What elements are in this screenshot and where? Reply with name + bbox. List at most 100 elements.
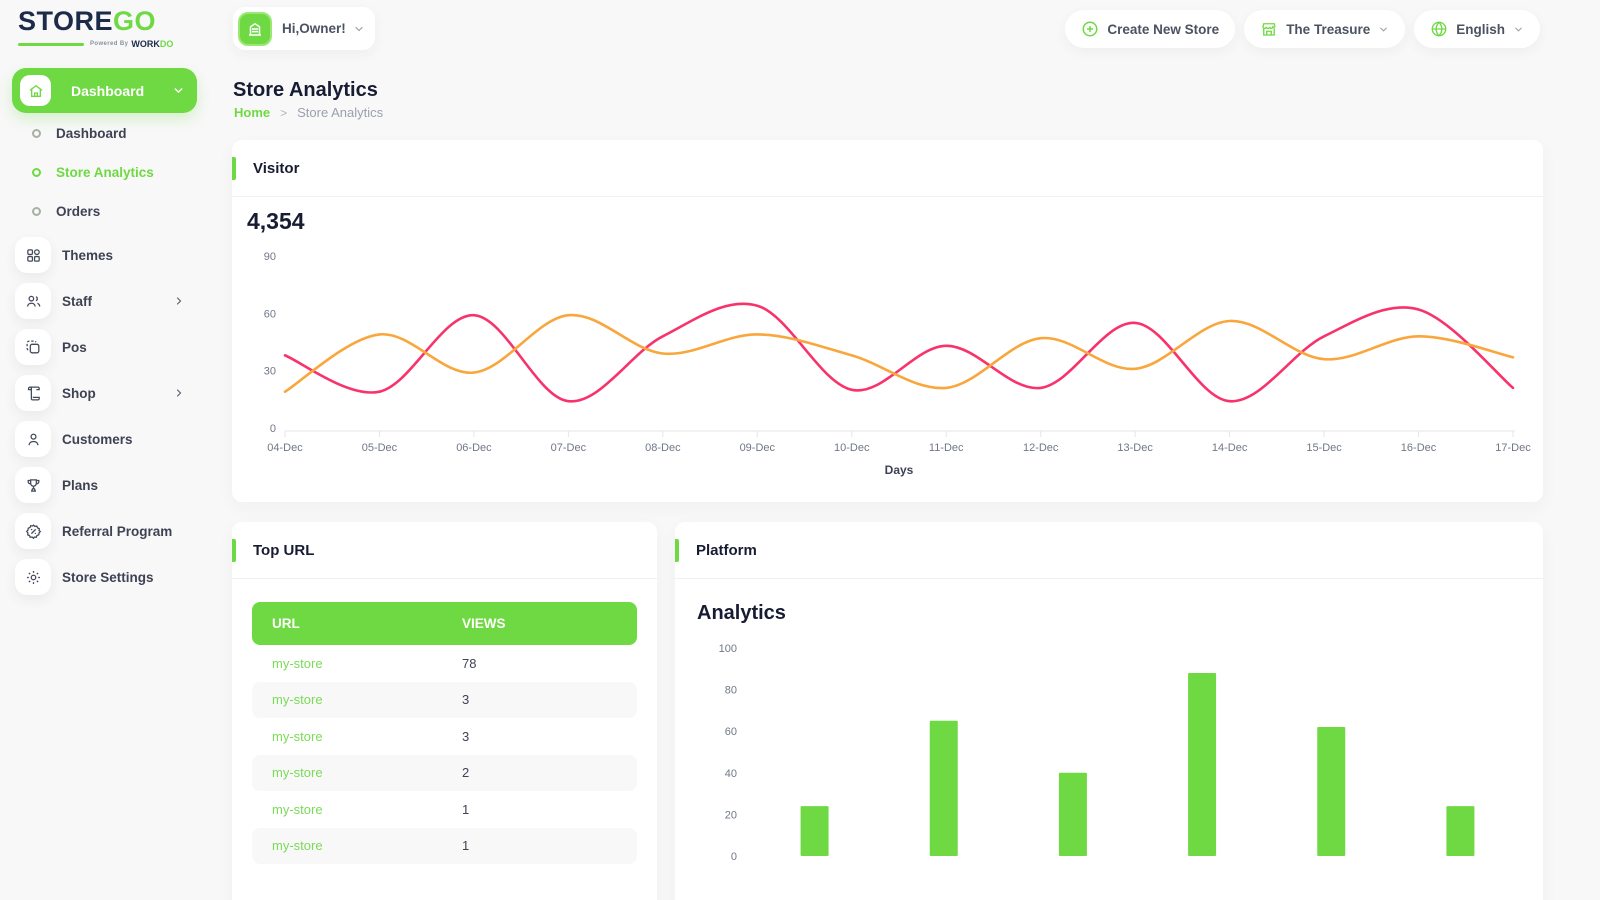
breadcrumb: Home > Store Analytics — [234, 105, 383, 120]
bar — [1446, 806, 1475, 856]
url-link[interactable]: my-store — [272, 838, 323, 854]
svg-text:20: 20 — [725, 809, 737, 821]
language-label: English — [1456, 21, 1505, 37]
sidebar-subitem-store-analytics[interactable]: Store Analytics — [12, 153, 197, 192]
svg-text:07-Dec: 07-Dec — [551, 442, 587, 454]
chevron-right-icon — [173, 387, 185, 399]
url-link[interactable]: my-store — [272, 728, 323, 744]
top-url-card-title: Top URL — [253, 541, 315, 559]
platform-card-title: Platform — [696, 541, 757, 559]
sidebar-item-shop[interactable]: Shop — [12, 370, 197, 416]
visitor-chart-canvas: 0 30 60 90 04-Dec 05-Dec 06-Dec 07-Dec 08-Dec 09-… — [264, 251, 1531, 477]
platform-card-header: Platform — [675, 522, 1543, 579]
chevron-down-icon — [353, 23, 365, 35]
scroll-icon — [15, 375, 51, 411]
create-new-store-button[interactable]: Create New Store — [1065, 10, 1236, 48]
sidebar-item-customers[interactable]: Customers — [12, 416, 197, 462]
bullet-ring-icon — [32, 207, 41, 216]
sidebar-group-label: Dashboard — [71, 82, 145, 99]
chevron-down-icon — [1378, 24, 1389, 35]
url-link[interactable]: my-store — [272, 692, 323, 708]
chevron-down-icon — [1513, 24, 1524, 35]
sidebar-item-label: Customers — [62, 431, 133, 447]
url-link[interactable]: my-store — [272, 765, 323, 781]
views-value: 1 — [462, 838, 470, 854]
svg-text:60: 60 — [264, 308, 276, 320]
top-url-table-body: my-store 78 my-store 3 my-store 3 my-store 2 my-… — [252, 645, 637, 864]
svg-text:08-Dec: 08-Dec — [645, 442, 681, 454]
chevron-right-icon — [173, 295, 185, 307]
sidebar-item-referral-program[interactable]: Referral Program — [12, 508, 197, 554]
storefront-icon — [1260, 20, 1278, 38]
sidebar-group-dashboard[interactable]: Dashboard — [12, 68, 197, 113]
sidebar-item-label: Pos — [62, 339, 87, 355]
bar — [1188, 672, 1217, 856]
sidebar-item-label: Themes — [62, 247, 114, 263]
sidebar-item-staff[interactable]: Staff — [12, 278, 197, 324]
table-row: my-store 3 — [252, 718, 637, 755]
views-value: 3 — [462, 728, 470, 744]
sidebar-item-label: Plans — [62, 477, 99, 493]
column-header-views: VIEWS — [462, 616, 506, 631]
svg-text:30: 30 — [264, 366, 276, 378]
topbar-actions: Create New Store The Treasure English — [1065, 10, 1540, 48]
visitor-total-count: 4,354 — [247, 208, 305, 234]
language-dropdown[interactable]: English — [1414, 10, 1540, 48]
platform-bar-chart: 100 80 60 40 20 0 — [695, 634, 1533, 900]
sidebar-subitem-orders[interactable]: Orders — [12, 192, 197, 231]
workdo-brand: WORKDO — [131, 39, 174, 49]
card-accent-bar — [232, 157, 236, 180]
svg-text:10-Dec: 10-Dec — [834, 442, 870, 454]
breadcrumb-home-link[interactable]: Home — [234, 105, 271, 120]
users-icon — [15, 283, 51, 319]
platform-chart-title: Analytics — [697, 602, 786, 624]
chevron-down-icon — [172, 84, 185, 97]
series-pink-line — [283, 302, 1515, 403]
svg-text:06-Dec: 06-Dec — [456, 442, 492, 454]
plus-circle-icon — [1081, 20, 1099, 38]
gear-icon — [15, 559, 51, 595]
svg-text:80: 80 — [725, 685, 737, 697]
views-value: 1 — [462, 801, 470, 817]
top-url-table-header: URL VIEWS — [252, 602, 637, 645]
globe-icon — [1430, 20, 1448, 38]
sidebar-item-themes[interactable]: Themes — [12, 232, 197, 278]
column-header-url: URL — [272, 616, 300, 631]
svg-text:11-Dec: 11-Dec — [929, 442, 964, 454]
top-url-table: URL VIEWS my-store 78 my-store 3 my-store 3 my… — [252, 602, 637, 864]
greeting-label: Hi,Owner! — [282, 21, 346, 36]
sidebar-subitem-label: Dashboard — [56, 126, 127, 141]
user-menu[interactable]: Hi,Owner! — [233, 7, 375, 50]
url-link[interactable]: my-store — [272, 655, 323, 671]
table-row: my-store 78 — [252, 645, 637, 682]
url-link[interactable]: my-store — [272, 801, 323, 817]
svg-text:16-Dec: 16-Dec — [1401, 442, 1437, 454]
sidebar-item-store-settings[interactable]: Store Settings — [12, 554, 197, 600]
svg-text:17-Dec: 17-Dec — [1495, 442, 1531, 454]
svg-text:05-Dec: 05-Dec — [362, 442, 398, 454]
sidebar-item-label: Referral Program — [62, 523, 173, 539]
breadcrumb-separator: > — [280, 105, 288, 120]
pos-icon — [15, 329, 51, 365]
series-orange-line — [283, 313, 1515, 393]
svg-text:12-Dec: 12-Dec — [1023, 442, 1059, 454]
svg-text:100: 100 — [719, 643, 737, 655]
visitor-card: Visitor 4,354 0 30 60 90 04-Dec 05-Dec 06-Dec 0… — [232, 140, 1543, 502]
breadcrumb-current: Store Analytics — [297, 105, 384, 120]
svg-text:90: 90 — [264, 251, 276, 263]
svg-text:14-Dec: 14-Dec — [1212, 442, 1248, 454]
sidebar-item-plans[interactable]: Plans — [12, 462, 197, 508]
svg-text:13-Dec: 13-Dec — [1117, 442, 1153, 454]
app-logo[interactable]: STOREGO Powered By WORKDO — [18, 8, 178, 49]
store-selector-dropdown[interactable]: The Treasure — [1244, 10, 1406, 48]
svg-text:15-Dec: 15-Dec — [1306, 442, 1342, 454]
sidebar-subitem-dashboard[interactable]: Dashboard — [12, 114, 197, 153]
bar — [800, 806, 829, 856]
bullet-ring-icon — [32, 129, 41, 138]
table-row: my-store 3 — [252, 681, 637, 718]
bar — [929, 720, 958, 856]
sidebar-item-pos[interactable]: Pos — [12, 324, 197, 370]
table-row: my-store 1 — [252, 791, 637, 828]
platform-card: Platform Analytics 100 80 60 40 20 0 — [675, 522, 1543, 900]
trophy-icon — [15, 467, 51, 503]
